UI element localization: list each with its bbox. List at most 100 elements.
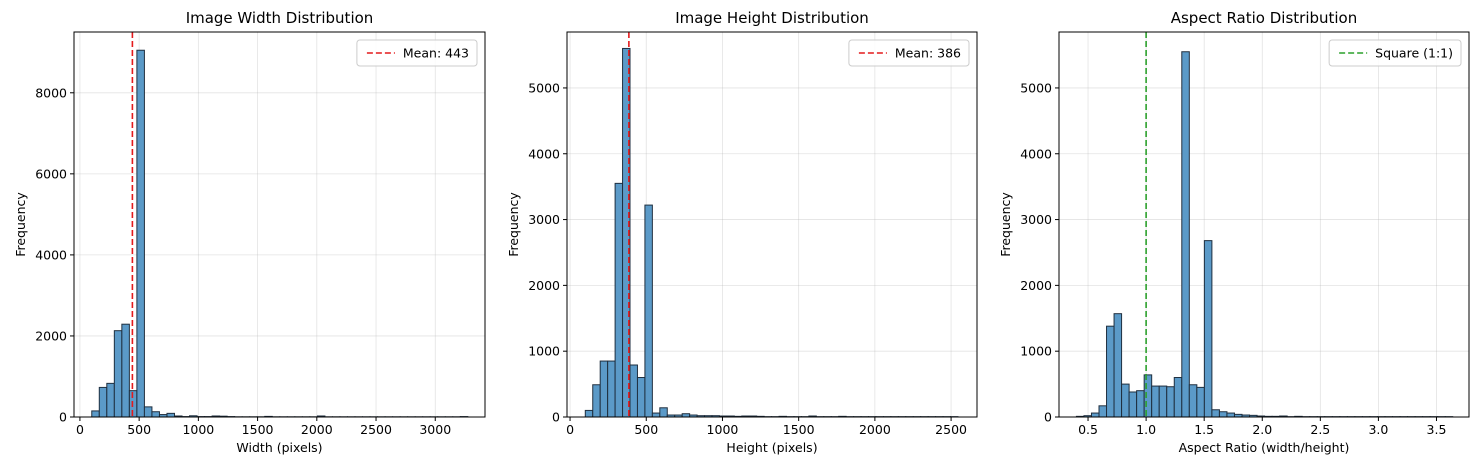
histogram-bar xyxy=(1196,386,1205,418)
y-tick-label: 2000 xyxy=(35,328,67,343)
x-tick-label: 500 xyxy=(127,422,151,437)
histogram-bar xyxy=(659,407,668,418)
x-tick-label: 2500 xyxy=(360,422,392,437)
x-tick-label: 2.0 xyxy=(1252,422,1272,437)
y-axis-label: Frequency xyxy=(13,192,28,257)
legend-box xyxy=(356,39,478,67)
y-tick-label: 6000 xyxy=(35,166,67,181)
histogram-bar xyxy=(136,49,145,418)
histogram-bar xyxy=(1158,385,1168,418)
y-tick-label: 4000 xyxy=(1020,146,1052,161)
y-tick-label: 5000 xyxy=(1020,80,1052,95)
histogram-bar xyxy=(1188,384,1198,418)
histogram-bar xyxy=(636,377,646,418)
histogram-bar xyxy=(1151,385,1160,418)
x-tick-label: 2000 xyxy=(301,422,333,437)
y-tick-label: 1000 xyxy=(1020,344,1052,359)
chart-title: Image Height Distribution xyxy=(675,9,869,27)
histogram-bar xyxy=(151,411,160,418)
legend-box xyxy=(848,39,970,67)
histogram-bar xyxy=(584,409,594,418)
histogram-bar xyxy=(1136,390,1145,418)
legend-box xyxy=(1328,39,1462,67)
x-tick-label: 2500 xyxy=(935,422,967,437)
chart-panel-2: 0 500 1000 1500 2000 2500 0 1000 2000 3000 4000 500… xyxy=(506,9,978,455)
y-tick-label: 0 xyxy=(59,410,67,425)
y-tick-label: 1000 xyxy=(528,344,560,359)
histogram-bar xyxy=(1143,374,1153,418)
legend: Mean: 443 xyxy=(356,39,478,67)
histogram-bar xyxy=(614,182,624,418)
x-tick-label: 3.5 xyxy=(1427,422,1447,437)
x-tick-label: 2.5 xyxy=(1310,422,1330,437)
histogram-bar xyxy=(91,410,100,418)
y-axis-label: Frequency xyxy=(506,192,521,257)
y-tick-label: 3000 xyxy=(528,212,560,227)
legend-label: Mean: 443 xyxy=(403,46,469,61)
y-tick-label: 0 xyxy=(552,410,560,425)
histogram-bar xyxy=(1218,411,1228,418)
x-tick-label: 1500 xyxy=(242,422,274,437)
axes-frame xyxy=(73,31,486,418)
histogram-bar xyxy=(1121,383,1130,418)
x-tick-label: 3000 xyxy=(419,422,451,437)
histogram-bar xyxy=(143,406,153,418)
x-axis-label: Height (pixels) xyxy=(726,440,817,455)
x-tick-label: 3.0 xyxy=(1368,422,1388,437)
y-tick-label: 0 xyxy=(1044,410,1052,425)
x-tick-label: 0.5 xyxy=(1078,422,1098,437)
y-tick-label: 5000 xyxy=(528,80,560,95)
y-tick-label: 3000 xyxy=(1020,212,1052,227)
histogram-bar xyxy=(607,360,616,418)
y-tick-label: 2000 xyxy=(528,278,560,293)
x-tick-label: 1.5 xyxy=(1194,422,1214,437)
histogram-bar xyxy=(1211,409,1220,418)
legend: Mean: 386 xyxy=(848,39,970,67)
histogram-bar xyxy=(1181,51,1190,418)
histogram-bar xyxy=(592,384,601,418)
x-tick-label: 500 xyxy=(634,422,658,437)
chart-panel-3: 0.5 1.0 1.5 2.0 2.5 3.0 3.5 0 1000 2000 3000 4000 50… xyxy=(998,9,1470,455)
y-tick-label: 4000 xyxy=(528,146,560,161)
histogram-bar xyxy=(121,323,130,418)
histogram-bar xyxy=(629,364,638,418)
x-axis-label: Width (pixels) xyxy=(236,440,322,455)
histogram-bar xyxy=(599,360,609,418)
chart-panel-1: 0 500 1000 1500 2000 2500 3000 0 2000 4000 6000 800… xyxy=(13,9,486,455)
histogram-bar xyxy=(1106,325,1115,418)
legend: Square (1:1) xyxy=(1328,39,1462,67)
histogram-bar xyxy=(166,412,175,418)
chart-title: Image Width Distribution xyxy=(186,9,374,27)
axes-frame xyxy=(566,31,978,418)
legend-label: Mean: 386 xyxy=(895,46,961,61)
x-axis-label: Aspect Ratio (width/height) xyxy=(1179,440,1350,455)
histogram-bar xyxy=(1128,391,1138,418)
histogram-bar xyxy=(1226,412,1235,418)
histogram-bar xyxy=(1166,386,1175,418)
y-axis-label: Frequency xyxy=(998,192,1013,257)
x-tick-label: 2000 xyxy=(859,422,891,437)
histogram-bar xyxy=(644,204,653,418)
y-tick-label: 4000 xyxy=(35,247,67,262)
histogram-bar xyxy=(1203,240,1213,418)
y-tick-label: 8000 xyxy=(35,85,67,100)
histogram-bar xyxy=(113,330,123,418)
x-tick-label: 1000 xyxy=(707,422,739,437)
axes-frame xyxy=(1058,31,1470,418)
x-tick-label: 1500 xyxy=(783,422,815,437)
histogram-bar xyxy=(106,382,115,418)
chart-title: Aspect Ratio Distribution xyxy=(1171,9,1358,27)
y-tick-label: 2000 xyxy=(1020,278,1052,293)
histogram-bar xyxy=(651,412,661,418)
histogram-bar xyxy=(1173,377,1183,418)
legend-label: Square (1:1) xyxy=(1375,46,1453,61)
x-tick-label: 1000 xyxy=(182,422,214,437)
x-tick-label: 1.0 xyxy=(1136,422,1156,437)
histogram-bar xyxy=(1113,313,1123,418)
histogram-bar xyxy=(1090,412,1100,418)
x-tick-label: 0 xyxy=(76,422,84,437)
histogram-bar xyxy=(1098,405,1108,418)
histogram-bar xyxy=(98,386,108,418)
x-tick-label: 0 xyxy=(566,422,574,437)
